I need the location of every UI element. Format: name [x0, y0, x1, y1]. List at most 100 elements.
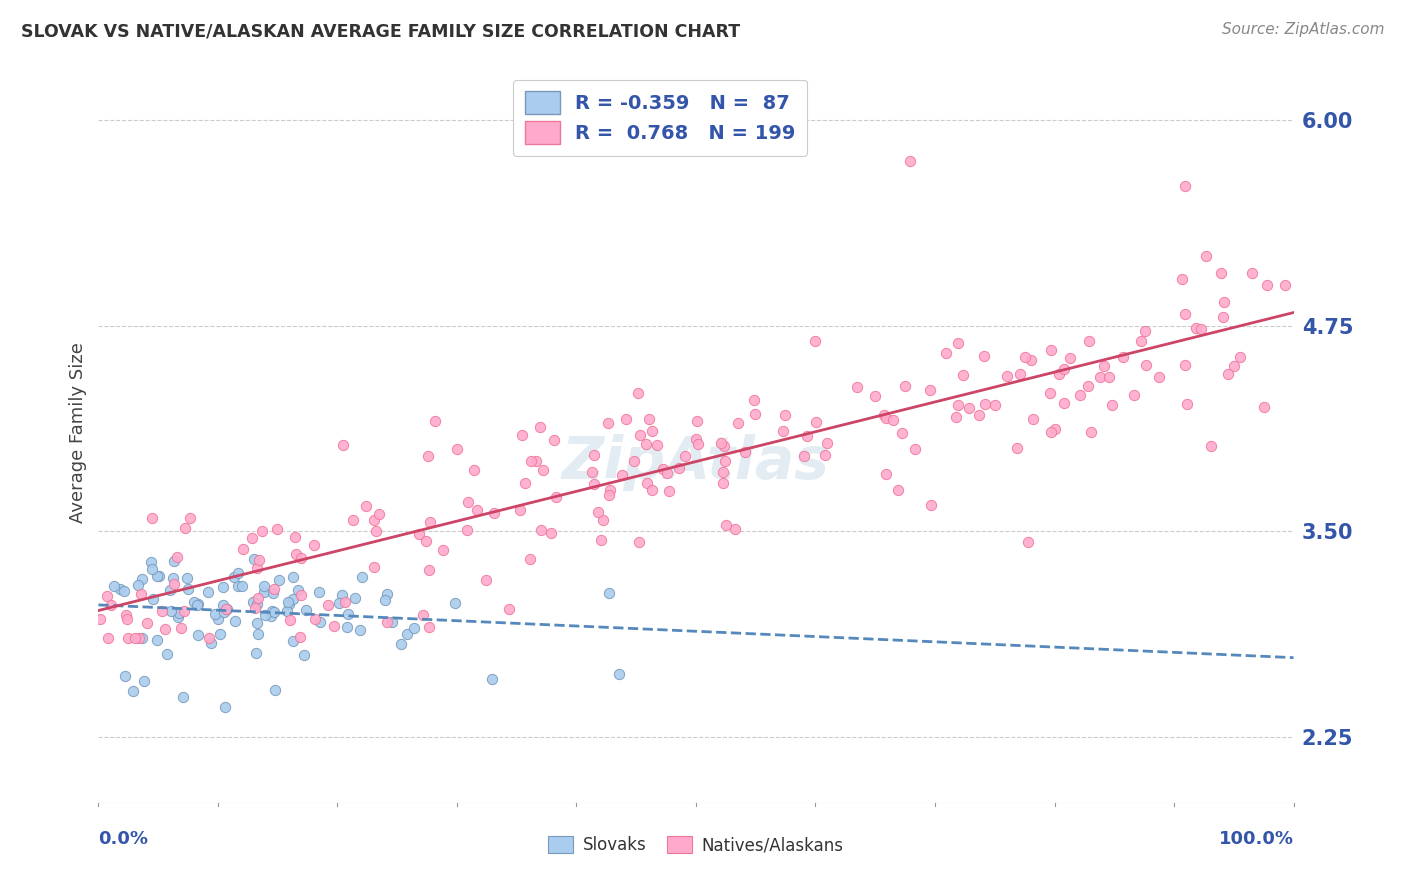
Point [211, 581, 233, 595]
Point [711, 476, 734, 491]
Point [197, 584, 219, 599]
Point [115, 611, 138, 625]
Point [530, 523, 553, 537]
Point [1185, 320, 1208, 334]
Point [484, 507, 506, 521]
Point [1080, 425, 1102, 439]
Point [543, 434, 565, 448]
Point [323, 619, 346, 633]
Point [1039, 425, 1062, 439]
Point [333, 595, 356, 609]
Point [207, 612, 229, 626]
Point [1092, 359, 1115, 374]
Point [187, 628, 209, 642]
Point [952, 368, 974, 382]
Point [1216, 368, 1239, 382]
Point [217, 602, 239, 616]
Point [873, 409, 896, 423]
Point [814, 448, 837, 462]
Point [945, 409, 967, 424]
Point [266, 522, 288, 536]
Point [242, 552, 264, 566]
Point [598, 585, 620, 599]
Point [1088, 369, 1111, 384]
Point [1253, 400, 1275, 414]
Point [179, 511, 201, 525]
Point [146, 632, 169, 647]
Point [148, 568, 170, 582]
Point [647, 437, 669, 451]
Point [245, 646, 267, 660]
Point [115, 608, 138, 623]
Point [875, 467, 897, 482]
Point [163, 554, 186, 568]
Point [887, 483, 910, 497]
Point [242, 595, 264, 609]
Point [89, 612, 111, 626]
Point [122, 683, 145, 698]
Point [412, 608, 434, 623]
Point [142, 592, 165, 607]
Point [583, 477, 606, 491]
Point [264, 683, 287, 698]
Point [1059, 351, 1081, 365]
Point [804, 415, 827, 429]
Point [283, 591, 305, 606]
Point [304, 612, 326, 626]
Point [1010, 367, 1032, 381]
Point [288, 631, 311, 645]
Point [957, 401, 980, 415]
Point [328, 596, 350, 610]
Point [343, 591, 366, 605]
Point [688, 436, 710, 450]
Point [655, 467, 678, 481]
Point [894, 379, 917, 393]
Point [166, 549, 188, 564]
Point [240, 531, 263, 545]
Point [243, 601, 266, 615]
Point [638, 411, 661, 425]
Point [134, 674, 156, 689]
Point [519, 552, 541, 566]
Point [177, 582, 200, 596]
Point [984, 398, 1007, 412]
Point [446, 442, 468, 456]
Point [457, 495, 479, 509]
Point [114, 669, 136, 683]
Point [946, 398, 969, 412]
Point [285, 548, 308, 562]
Point [103, 579, 125, 593]
Text: 0.0%: 0.0% [98, 830, 149, 848]
Legend: Slovaks, Natives/Alaskans: Slovaks, Natives/Alaskans [541, 830, 851, 861]
Point [920, 383, 942, 397]
Point [1019, 352, 1042, 367]
Point [363, 559, 385, 574]
Point [100, 598, 122, 612]
Point [287, 582, 309, 597]
Point [793, 449, 815, 463]
Point [214, 606, 236, 620]
Point [150, 604, 173, 618]
Point [627, 535, 650, 549]
Point [246, 591, 269, 606]
Point [302, 537, 325, 551]
Point [186, 599, 208, 613]
Point [1174, 178, 1197, 193]
Point [1043, 422, 1066, 436]
Point [222, 570, 245, 584]
Point [232, 541, 254, 556]
Point [381, 615, 404, 630]
Point [673, 449, 696, 463]
Point [658, 484, 681, 499]
Point [995, 369, 1018, 384]
Point [1053, 361, 1076, 376]
Point [332, 438, 354, 452]
Point [1022, 411, 1045, 425]
Point [127, 578, 149, 592]
Point [278, 597, 301, 611]
Point [337, 607, 360, 622]
Point [215, 601, 238, 615]
Point [1274, 278, 1296, 293]
Point [368, 507, 391, 521]
Point [804, 334, 827, 348]
